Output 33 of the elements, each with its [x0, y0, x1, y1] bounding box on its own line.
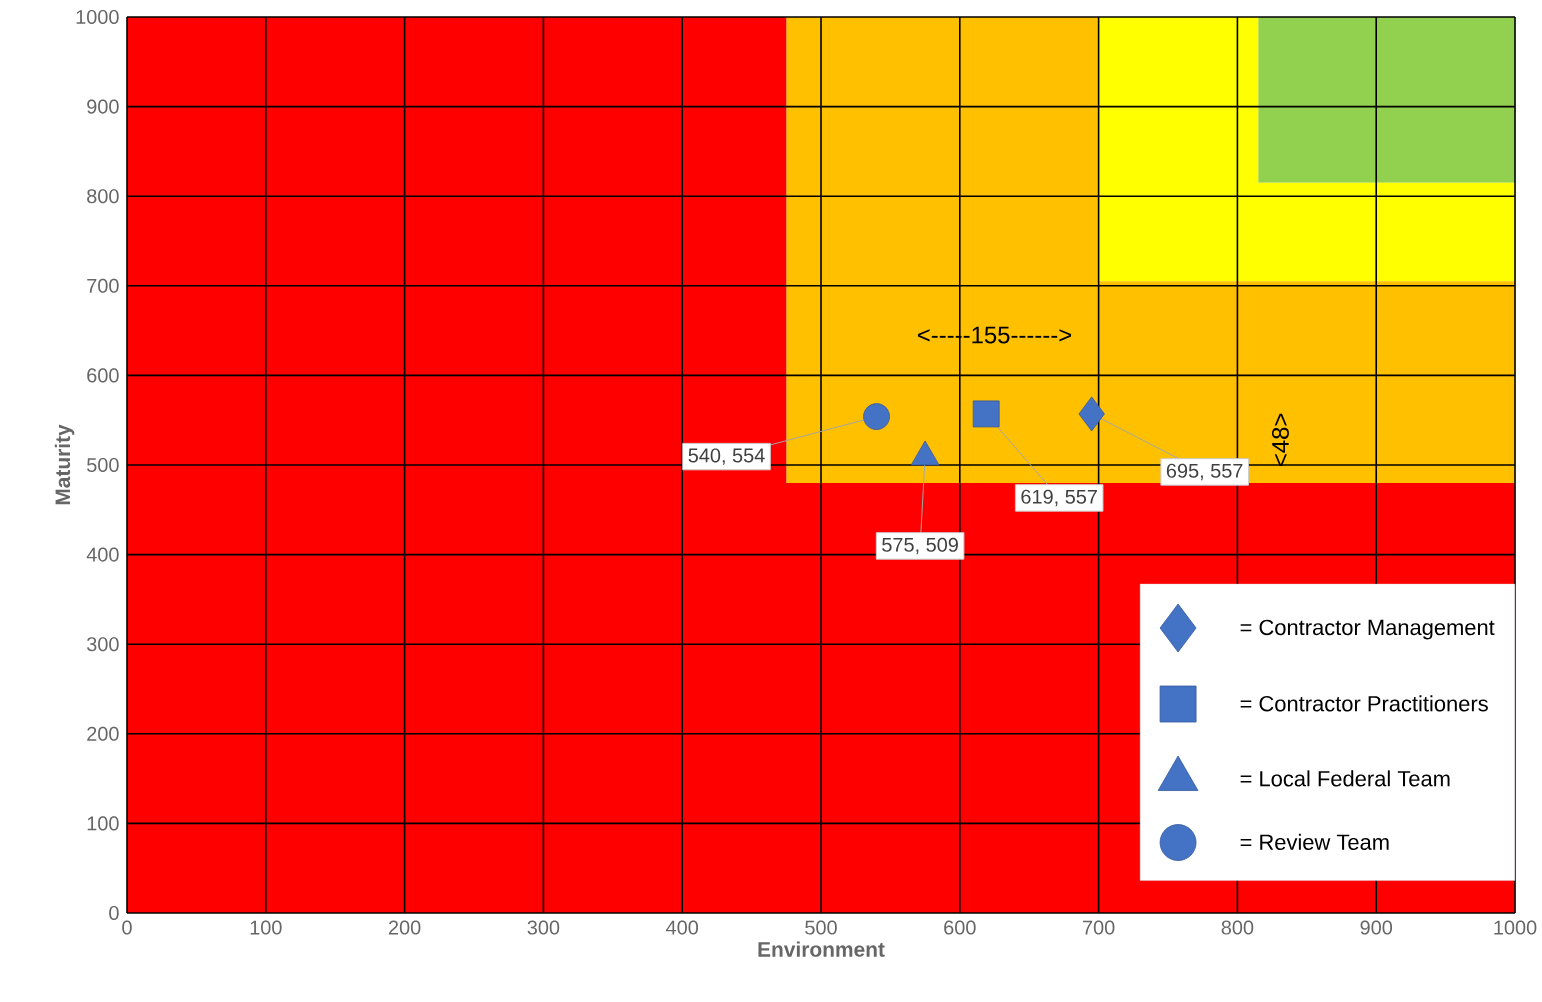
y-tick-label: 700 [87, 278, 119, 293]
y-tick-label: 900 [87, 99, 119, 114]
x-tick-label: 700 [1083, 920, 1115, 935]
y-tick-label: 300 [87, 637, 119, 652]
y-tick-label: 500 [87, 457, 119, 473]
y-tick-label: 0 [109, 905, 119, 921]
legend-label: = Contractor Management [1240, 619, 1495, 640]
x-tick-label: 600 [944, 920, 976, 935]
y-tick-label: 800 [87, 189, 119, 204]
x-tick-label: 800 [1221, 920, 1254, 935]
legend-label: = Local Federal Team [1240, 770, 1450, 787]
x-tick-label: 200 [388, 920, 421, 935]
y-tick-label: 100 [87, 816, 119, 831]
x-tick-label: 1000 [1494, 920, 1537, 935]
data-label: 575, 509 [882, 537, 958, 555]
y-tick-label: 200 [87, 726, 119, 741]
legend-label: = Contractor Practitioners [1240, 695, 1488, 712]
y-tick-label: 1000 [76, 9, 119, 25]
y-tick-label: 600 [87, 368, 119, 383]
y-tick-label: 400 [86, 547, 119, 562]
data-label: 540, 554 [688, 448, 765, 465]
data-label: 695, 557 [1166, 463, 1243, 481]
x-tick-label: 100 [250, 920, 282, 935]
x-tick-label: 300 [527, 920, 560, 935]
x-tick-label: 500 [805, 920, 837, 935]
x-tick-label: 900 [1360, 920, 1393, 935]
x-tick-label: 0 [122, 920, 132, 935]
y-axis-title: Maturity [54, 424, 75, 505]
legend-label: = Review Team [1240, 833, 1389, 850]
x-tick-label: 400 [666, 920, 699, 935]
x-axis-title: Environment [758, 941, 885, 957]
annotation: <48> [1271, 413, 1289, 466]
data-label: 619, 557 [1021, 489, 1097, 507]
